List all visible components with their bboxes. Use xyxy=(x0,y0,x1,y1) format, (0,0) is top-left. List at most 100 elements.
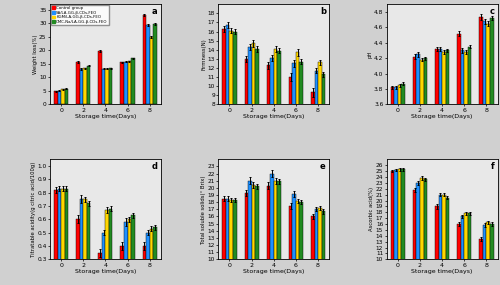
Bar xyxy=(120,246,124,285)
Bar xyxy=(318,208,322,285)
Y-axis label: Weight loss(%): Weight loss(%) xyxy=(32,34,38,74)
Bar xyxy=(83,199,87,285)
Bar xyxy=(424,58,427,285)
Bar xyxy=(109,68,112,104)
Bar xyxy=(460,216,464,285)
Bar xyxy=(255,49,258,177)
Bar xyxy=(80,69,83,104)
Bar xyxy=(483,225,486,285)
Bar xyxy=(54,190,58,285)
Bar xyxy=(292,194,296,285)
Bar xyxy=(58,189,61,285)
Bar xyxy=(128,219,131,285)
Bar xyxy=(124,222,128,285)
Bar xyxy=(131,58,134,104)
Bar xyxy=(120,62,124,104)
Bar xyxy=(150,37,153,104)
Text: e: e xyxy=(320,162,326,171)
Bar xyxy=(322,74,325,177)
Bar xyxy=(274,49,278,177)
Bar xyxy=(124,62,128,104)
Bar xyxy=(278,182,281,285)
Bar xyxy=(128,61,131,104)
Y-axis label: Total soluble solids(° Brix): Total soluble solids(° Brix) xyxy=(201,175,206,244)
Bar xyxy=(300,202,303,285)
Bar xyxy=(322,211,325,285)
Bar xyxy=(142,246,146,285)
Bar xyxy=(438,49,442,285)
Bar xyxy=(226,25,230,177)
Bar xyxy=(278,51,281,177)
Bar xyxy=(83,68,87,104)
Bar xyxy=(314,209,318,285)
Bar xyxy=(480,239,483,285)
Bar xyxy=(61,89,64,104)
Bar xyxy=(442,52,446,285)
Bar xyxy=(457,34,460,285)
Bar xyxy=(435,49,438,285)
Bar xyxy=(64,89,68,104)
Bar xyxy=(248,181,252,285)
Bar xyxy=(483,21,486,285)
Bar xyxy=(420,60,424,285)
Bar xyxy=(394,170,398,285)
Bar xyxy=(413,57,416,285)
Bar xyxy=(416,183,420,285)
Legend: Control group, SA/LA-GG-β-CDs-FEO, KGM/LA-GG-β-CDs-FEO, CMC-Na/LA-GG-β-CDs-FEO: Control group, SA/LA-GG-β-CDs-FEO, KGM/L… xyxy=(51,5,109,25)
Bar xyxy=(266,186,270,285)
X-axis label: Storage time(Days): Storage time(Days) xyxy=(412,114,473,119)
Bar xyxy=(464,213,468,285)
Bar xyxy=(106,210,109,285)
Bar xyxy=(61,189,64,285)
Text: b: b xyxy=(320,7,326,16)
Bar xyxy=(490,18,494,285)
Bar xyxy=(270,174,274,285)
Bar xyxy=(150,229,153,285)
Bar xyxy=(460,50,464,285)
Bar xyxy=(226,199,230,285)
Bar xyxy=(398,85,402,285)
Bar xyxy=(248,47,252,177)
Bar xyxy=(142,15,146,104)
Bar xyxy=(289,77,292,177)
Bar xyxy=(146,233,150,285)
Bar xyxy=(230,31,233,177)
Bar xyxy=(289,206,292,285)
Bar xyxy=(233,32,236,177)
Bar xyxy=(296,201,300,285)
Bar xyxy=(311,93,314,177)
Bar xyxy=(402,169,405,285)
Bar xyxy=(416,54,420,285)
Bar xyxy=(300,62,303,177)
Bar xyxy=(98,253,102,285)
Bar xyxy=(274,181,278,285)
Bar xyxy=(442,195,446,285)
Bar xyxy=(106,69,109,104)
Bar xyxy=(153,227,157,285)
Bar xyxy=(58,91,61,104)
Bar xyxy=(438,195,442,285)
Bar xyxy=(255,186,258,285)
Bar xyxy=(87,203,90,285)
Bar xyxy=(314,71,318,177)
Bar xyxy=(109,209,112,285)
Bar xyxy=(153,24,157,104)
Bar xyxy=(480,17,483,285)
Bar xyxy=(244,59,248,177)
Bar xyxy=(54,91,58,104)
Bar xyxy=(76,62,80,104)
Text: c: c xyxy=(489,7,494,16)
Bar xyxy=(87,66,90,104)
X-axis label: Storage time(Days): Storage time(Days) xyxy=(243,269,304,274)
Bar xyxy=(131,215,134,285)
Bar xyxy=(468,46,471,285)
Bar xyxy=(102,233,106,285)
Bar xyxy=(318,62,322,177)
Bar xyxy=(420,178,424,285)
Bar xyxy=(102,69,106,104)
X-axis label: Storage time(Days): Storage time(Days) xyxy=(243,114,304,119)
Bar xyxy=(296,52,300,177)
X-axis label: Storage time(Days): Storage time(Days) xyxy=(412,269,473,274)
Bar xyxy=(390,171,394,285)
Bar xyxy=(413,190,416,285)
